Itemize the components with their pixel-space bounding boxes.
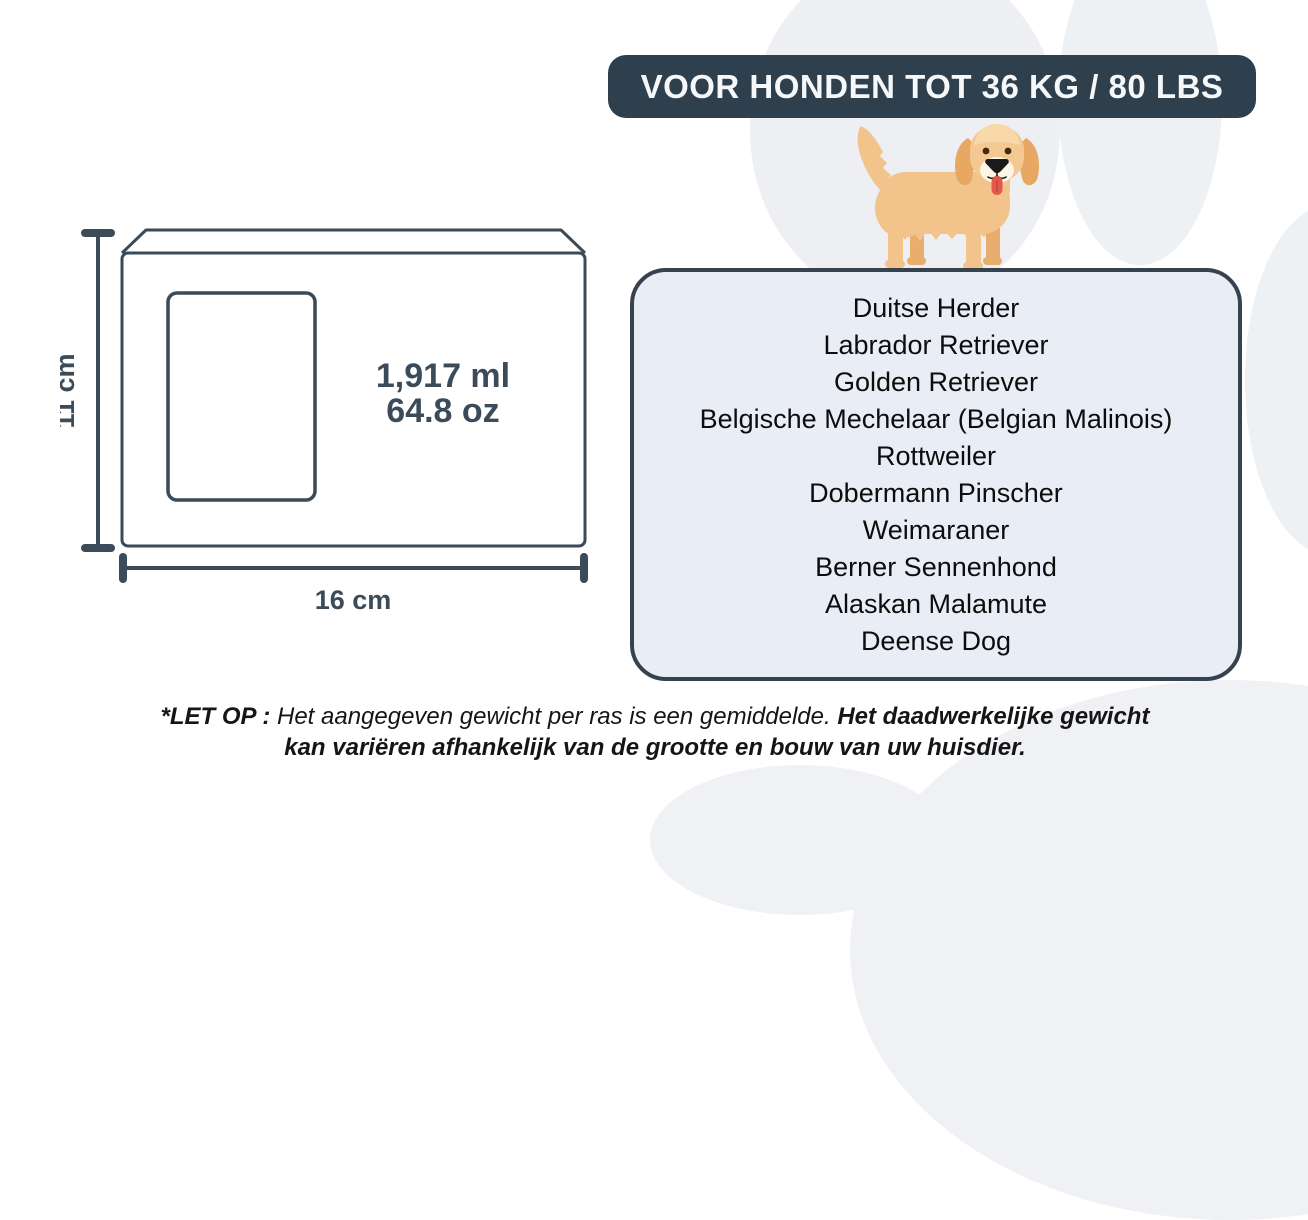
golden-retriever-icon xyxy=(857,124,1039,270)
note-prefix: *LET OP : xyxy=(160,703,277,730)
paw-toe-right xyxy=(1245,205,1308,555)
height-dimension-label: 11 cm xyxy=(60,353,80,428)
breed-item: Labrador Retriever xyxy=(823,329,1049,360)
breed-item: Berner Sennenhond xyxy=(815,551,1057,582)
breed-item: Rottweiler xyxy=(875,440,997,471)
size-banner-label: VOOR HONDEN TOT 36 KG / 80 LBS xyxy=(640,67,1224,105)
breed-item: Belgische Mechelaar (Belgian Malinois) xyxy=(699,403,1173,434)
breed-item: Golden Retriever xyxy=(833,366,1039,397)
volume-oz-label: 64.8 oz xyxy=(386,392,499,430)
height-measure-line xyxy=(81,229,115,552)
size-banner: VOOR HONDEN TOT 36 KG / 80 LBS xyxy=(608,55,1256,118)
breed-item: Weimaraner xyxy=(862,514,1010,545)
disclaimer-note: *LET OP : Het aangegeven gewicht per ras… xyxy=(150,701,1160,763)
breed-list-panel: Duitse Herder Labrador Retriever Golden Re… xyxy=(630,268,1242,681)
breed-item: Duitse Herder xyxy=(852,292,1020,323)
infographic-canvas: VOOR HONDEN TOT 36 KG / 80 LBS xyxy=(60,0,1308,1220)
width-dimension-label: 16 cm xyxy=(315,585,392,615)
breed-item: Deense Dog xyxy=(860,625,1012,656)
note-bold-text: Het daadwerkelijke gewicht kan variëren … xyxy=(284,703,1150,761)
volume-ml-label: 1,917 ml xyxy=(376,357,510,395)
paw-toe-top-right xyxy=(1058,0,1222,265)
lid-window xyxy=(166,291,317,502)
breed-item: Alaskan Malamute xyxy=(824,588,1048,619)
dimension-diagram: 1,917 ml 64.8 oz 11 cm 16 cm xyxy=(60,228,588,615)
breed-item: Dobermann Pinscher xyxy=(809,477,1063,508)
width-measure-line xyxy=(119,553,588,583)
note-normal-text: Het aangegeven gewicht per ras is een ge… xyxy=(276,703,838,730)
